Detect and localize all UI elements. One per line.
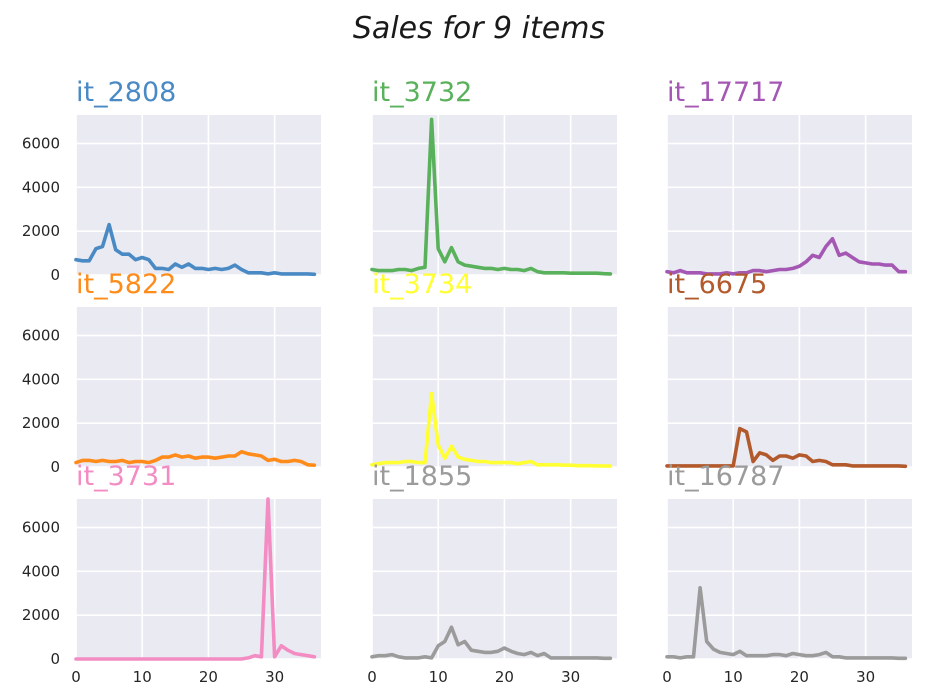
subplot-title-it_3731: it_3731 [76, 461, 176, 492]
plot-background [372, 307, 617, 467]
x-tick-label: 30 [856, 668, 875, 686]
x-tick-label: 10 [429, 668, 448, 686]
subplot-it_1855: it_1855 [370, 461, 617, 661]
y-tick-label: 6000 [22, 518, 60, 536]
x-tick-label: 0 [367, 668, 377, 686]
y-tick-label: 6000 [22, 326, 60, 344]
subplot-it_6675: it_6675 [665, 269, 912, 469]
y-tick-label: 4000 [22, 178, 60, 196]
x-tick-label: 30 [265, 668, 284, 686]
series-line-it_6675 [665, 426, 908, 469]
y-tick-label: 2000 [22, 414, 60, 432]
subplot-it_16787: it_16787 [665, 461, 912, 661]
x-tick-label: 10 [133, 668, 152, 686]
subplot-title-it_16787: it_16787 [667, 461, 784, 492]
plot-background [372, 499, 617, 659]
series-line-it_3734 [370, 391, 613, 468]
plot-background [76, 115, 321, 275]
subplot-title-it_3734: it_3734 [372, 269, 472, 300]
series-line-it_3731 [74, 497, 317, 661]
subplot-title-it_3732: it_3732 [372, 77, 472, 108]
x-tick-labels: 0 10 20 30 0 10 20 30 0 10 20 30 [71, 668, 875, 686]
plot-background [76, 307, 321, 467]
series-line-it_17717 [665, 237, 908, 276]
series-line-it_5822 [74, 449, 317, 468]
y-tick-label: 6000 [22, 134, 60, 152]
figure-title: Sales for 9 items [353, 11, 605, 46]
plot-background [667, 499, 912, 659]
x-tick-label: 20 [495, 668, 514, 686]
x-tick-label: 20 [199, 668, 218, 686]
subplot-title-it_2808: it_2808 [76, 77, 176, 108]
series-line-it_3732 [370, 117, 613, 276]
y-tick-label: 0 [50, 458, 60, 476]
y-tick-label: 2000 [22, 222, 60, 240]
x-tick-label: 20 [790, 668, 809, 686]
subplot-it_2808: it_2808 [74, 77, 321, 277]
subplot-grid: it_2808 it_3732 it_17717 it_5822 it_3734 it_6… [74, 77, 912, 661]
subplot-it_3734: it_3734 [370, 269, 617, 468]
y-tick-label: 2000 [22, 606, 60, 624]
plot-background [372, 115, 617, 275]
y-tick-label: 4000 [22, 370, 60, 388]
subplot-it_3731: it_3731 [74, 461, 321, 661]
x-tick-label: 0 [71, 668, 81, 686]
y-tick-label: 0 [50, 650, 60, 668]
x-tick-label: 10 [724, 668, 743, 686]
plot-background [76, 499, 321, 659]
y-tick-label: 0 [50, 266, 60, 284]
series-line-it_1855 [370, 625, 613, 661]
subplot-it_3732: it_3732 [370, 77, 617, 276]
subplot-it_17717: it_17717 [665, 77, 912, 276]
subplot-title-it_1855: it_1855 [372, 461, 472, 492]
subplot-it_5822: it_5822 [74, 269, 321, 468]
y-tick-labels: 0 2000 4000 6000 0 2000 4000 6000 0 2000 4000 6000 [22, 134, 60, 668]
subplot-title-it_5822: it_5822 [76, 269, 176, 300]
plot-background [667, 115, 912, 275]
y-tick-label: 4000 [22, 562, 60, 580]
subplot-title-it_6675: it_6675 [667, 269, 767, 300]
plot-background [667, 307, 912, 467]
x-tick-label: 30 [561, 668, 580, 686]
x-tick-label: 0 [662, 668, 672, 686]
series-line-it_16787 [665, 585, 908, 661]
subplot-title-it_17717: it_17717 [667, 77, 784, 108]
series-line-it_2808 [74, 222, 317, 277]
